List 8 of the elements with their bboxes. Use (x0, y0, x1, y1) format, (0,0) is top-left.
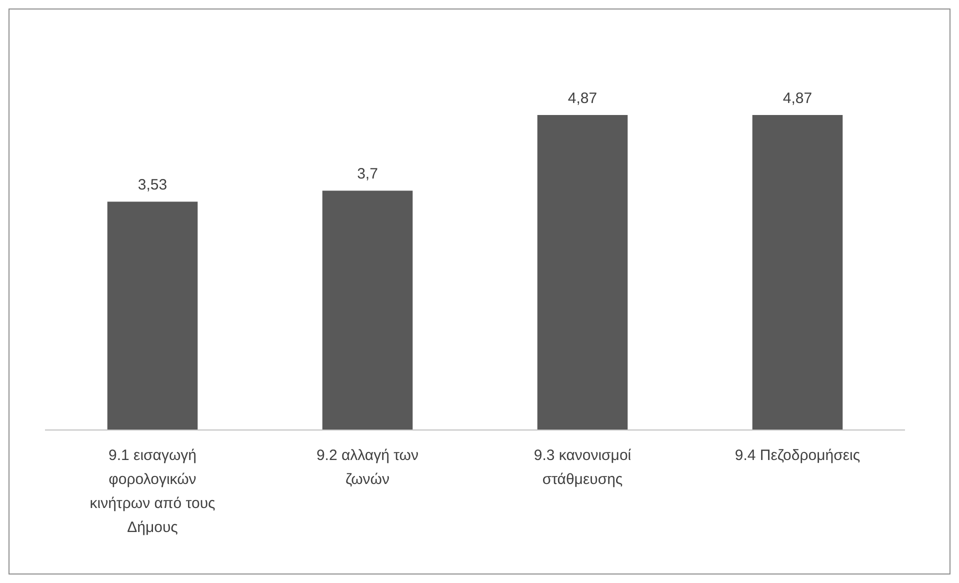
x-tick-label: 9.4 Πεζοδρομήσεις (734, 447, 860, 464)
data-label: 3,7 (357, 166, 378, 183)
x-tick-label: 9.3 κανονισμοί στάθμευσης (534, 447, 632, 488)
x-tick-label: 9.2 αλλαγή των ζωνών (316, 447, 419, 488)
data-label: 3,53 (138, 176, 168, 194)
x-tick-label: 9.1 εισαγωγή φορολογικών κινήτρων από τους Δήμους (90, 447, 216, 536)
data-label: 4,87 (568, 90, 598, 107)
data-label: 4,87 (782, 90, 812, 107)
